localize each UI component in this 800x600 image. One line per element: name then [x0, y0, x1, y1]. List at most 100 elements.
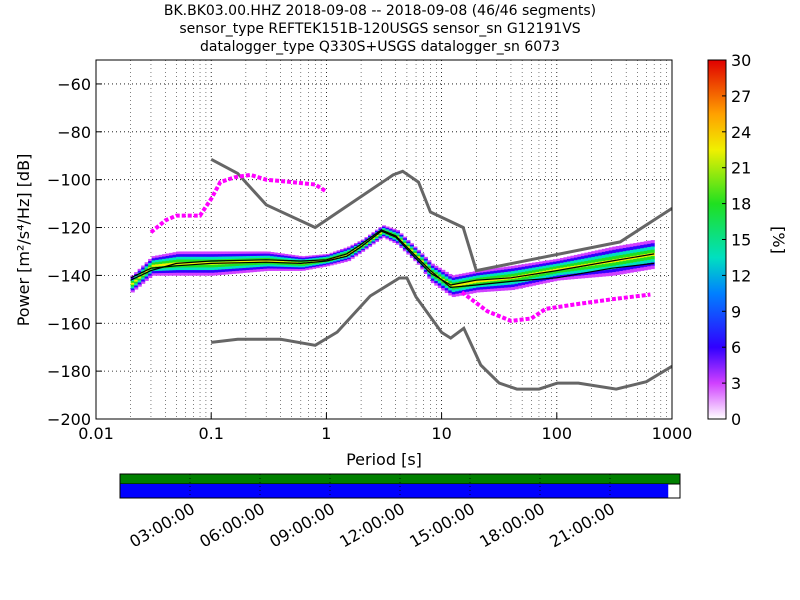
density-cell: [263, 255, 268, 259]
density-cell: [542, 273, 547, 277]
density-cell: [326, 256, 331, 259]
density-cell: [249, 265, 254, 268]
density-cell: [329, 258, 334, 260]
density-cell: [287, 265, 292, 268]
density-cell: [608, 269, 613, 273]
density-cell: [545, 275, 551, 278]
density-cell: [535, 269, 540, 273]
density-cell: [615, 249, 620, 253]
density-cell: [287, 256, 292, 259]
density-cell: [552, 271, 558, 275]
timeline-tick-label: 15:00:00: [406, 499, 478, 551]
density-cell: [196, 264, 202, 268]
density-cell: [357, 251, 362, 253]
density-cell: [525, 266, 530, 270]
density-cell: [409, 246, 414, 249]
density-cell: [594, 259, 599, 263]
density-cell: [312, 258, 317, 260]
density-cell: [165, 272, 170, 276]
density-cell: [343, 260, 348, 263]
density-cell: [518, 272, 523, 276]
density-cell: [200, 259, 205, 263]
density-cell: [367, 234, 373, 237]
density-cell: [301, 264, 306, 266]
timeline-tick-label: 21:00:00: [546, 499, 618, 551]
density-cell: [441, 276, 446, 280]
density-cell: [273, 260, 278, 263]
density-cell: [615, 271, 620, 276]
density-cell: [256, 262, 261, 266]
density-cell: [361, 239, 366, 242]
x-tick-label: 0.1: [198, 424, 223, 443]
density-cell: [448, 281, 453, 284]
density-cell: [601, 273, 606, 277]
density-cell: [552, 259, 558, 262]
density-cell: [545, 267, 551, 271]
density-cell: [608, 272, 613, 276]
density-cell: [371, 233, 376, 236]
density-cell: [437, 281, 442, 284]
density-cell: [381, 234, 387, 237]
density-cell: [196, 270, 202, 274]
density-cell: [552, 261, 558, 265]
density-cell: [532, 275, 537, 279]
density-cell: [144, 276, 149, 279]
density-cell: [413, 251, 418, 254]
density-cell: [511, 287, 516, 291]
density-cell: [224, 251, 229, 255]
density-cell: [357, 241, 362, 243]
density-cell: [336, 250, 341, 253]
colorbar-tick-label: 3: [731, 374, 741, 393]
density-cell: [381, 232, 387, 234]
density-cell: [193, 254, 198, 258]
density-cell: [148, 258, 153, 262]
density-cell: [493, 270, 498, 274]
density-cell: [242, 253, 247, 257]
density-cell: [305, 257, 310, 260]
density-cell: [259, 262, 264, 265]
density-cell: [612, 256, 617, 260]
density-cell: [458, 273, 463, 277]
density-cell: [525, 284, 530, 288]
density-cell: [176, 272, 181, 276]
y-tick-label: −140: [47, 266, 91, 285]
density-cell: [406, 239, 411, 242]
density-cell: [242, 267, 247, 271]
density-cell: [626, 244, 631, 248]
density-cell: [144, 272, 149, 275]
density-cell: [622, 254, 627, 258]
density-cell: [483, 279, 488, 283]
density-cell: [298, 264, 303, 267]
density-cell: [298, 260, 303, 263]
density-cell: [291, 256, 296, 259]
density-cell: [615, 246, 620, 250]
density-cell: [521, 282, 526, 286]
density-cell: [577, 259, 582, 263]
density-cell: [256, 260, 261, 263]
density-cell: [413, 249, 418, 252]
density-cell: [329, 254, 334, 256]
density-cell: [235, 251, 240, 255]
density-cell: [298, 265, 303, 268]
density-cell: [591, 265, 596, 269]
density-cell: [221, 271, 226, 275]
density-cell: [340, 261, 345, 263]
density-cell: [392, 231, 397, 234]
density-cell: [294, 258, 299, 261]
density-cell: [193, 272, 198, 276]
density-cell: [504, 269, 509, 273]
density-cell: [619, 270, 624, 275]
density-cell: [193, 270, 198, 274]
density-cell: [259, 264, 264, 268]
density-cell: [249, 253, 254, 257]
density-cell: [490, 288, 495, 292]
density-cell: [280, 253, 285, 256]
density-cell: [357, 245, 362, 248]
density-cell: [535, 277, 540, 280]
x-axis: 0.01 0.1 1 10 100 1000: [78, 413, 692, 443]
colorbar-tick-label: 18: [731, 195, 751, 214]
density-cell: [500, 267, 505, 271]
density-cell: [162, 273, 167, 276]
density-cell: [196, 267, 202, 271]
